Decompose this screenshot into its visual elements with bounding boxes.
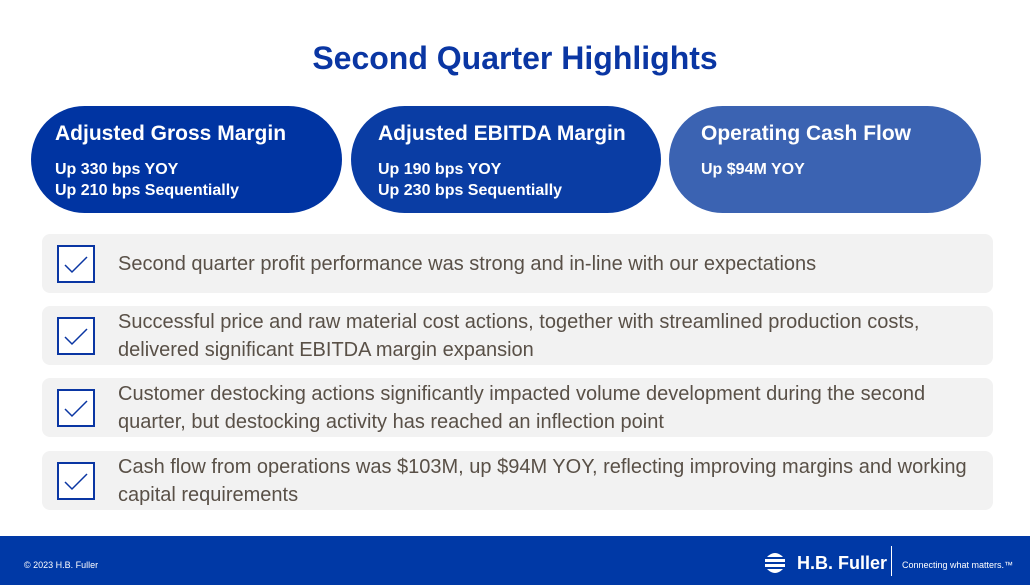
pill-line: Up $94M YOY [701,161,805,178]
checkmark-icon [57,316,95,355]
footer: © 2023 H.B. Fuller H.B. Fuller Connectin… [0,536,1030,585]
pill-adjusted-ebitda-margin: Adjusted EBITDA Margin Up 190 bps YOY Up… [351,106,661,213]
pill-line: Up 230 bps Sequentially [378,182,563,199]
divider [891,546,892,576]
pill-heading: Adjusted EBITDA Margin [378,122,626,145]
tagline: Connecting what matters.™ [902,560,1014,570]
hb-fuller-logo-icon [765,553,785,573]
bullet-text: Customer destocking actions significantl… [118,382,926,433]
pill-heading: Operating Cash Flow [701,122,912,145]
checkmark-icon [57,461,95,500]
bullet-row: Customer destocking actions significantl… [42,378,993,437]
bullet-row: Cash flow from operations was $103M, up … [42,451,993,510]
page-title: Second Quarter Highlights [312,40,718,76]
bullet-row: Second quarter profit performance was st… [42,234,993,293]
bullet-text: Successful price and raw material cost a… [118,310,920,361]
pill-adjusted-gross-margin: Adjusted Gross Margin Up 330 bps YOY Up … [31,106,342,213]
pill-line: Up 210 bps Sequentially [55,182,240,199]
pill-heading: Adjusted Gross Margin [55,122,287,145]
checkmark-icon [57,244,95,283]
bullet-row: Successful price and raw material cost a… [42,306,993,365]
pill-operating-cash-flow: Operating Cash Flow Up $94M YOY [669,106,981,213]
pill-line: Up 330 bps YOY [55,161,179,178]
bullet-text: Second quarter profit performance was st… [118,252,817,275]
bullet-text: Cash flow from operations was $103M, up … [118,455,967,506]
brand-name: H.B. Fuller [797,553,888,573]
checkmark-icon [57,388,95,427]
copyright: © 2023 H.B. Fuller [24,560,99,570]
pill-line: Up 190 bps YOY [378,161,502,178]
